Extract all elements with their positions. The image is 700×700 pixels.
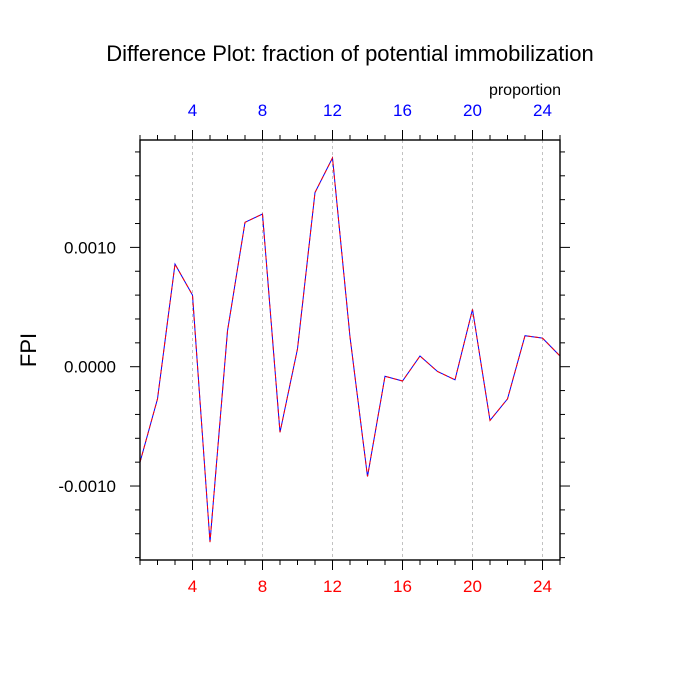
x-bottom-tick-label-8: 8 bbox=[258, 577, 267, 596]
x-top-tick-label-20: 20 bbox=[463, 101, 482, 120]
x-top-tick-label-24: 24 bbox=[533, 101, 552, 120]
y-tick-label-0.0010: 0.0010 bbox=[64, 238, 116, 257]
x-top-tick-label-12: 12 bbox=[323, 101, 342, 120]
tick-marks bbox=[130, 130, 570, 570]
y-axis-label: FPI bbox=[16, 333, 41, 367]
grid-lines bbox=[192, 140, 543, 560]
x-bottom-tick-label-24: 24 bbox=[533, 577, 552, 596]
series-line-0 bbox=[139, 156, 561, 543]
x-bottom-tick-label-20: 20 bbox=[463, 577, 482, 596]
tick-labels: 4 4 8 8 12 12 16 16 20 20 24 24 -0.0010 0.0000 0.0010 bbox=[58, 101, 552, 596]
series-line-dashed-0 bbox=[139, 156, 561, 543]
axes bbox=[139, 139, 561, 561]
chart-title: Difference Plot: fraction of potential i… bbox=[106, 41, 594, 66]
y-tick-label-0.0000: 0.0000 bbox=[64, 358, 116, 377]
x-top-tick-label-16: 16 bbox=[393, 101, 412, 120]
x-bottom-tick-label-4: 4 bbox=[188, 577, 197, 596]
x-top-tick-label-8: 8 bbox=[258, 101, 267, 120]
x-bottom-tick-label-12: 12 bbox=[323, 577, 342, 596]
x-top-tick-label-4: 4 bbox=[188, 101, 197, 120]
plot-frame bbox=[139, 139, 561, 561]
top-axis-label: proportion bbox=[489, 82, 561, 99]
series-layer bbox=[139, 156, 561, 543]
y-tick-label--0.0010: -0.0010 bbox=[58, 477, 116, 496]
x-bottom-tick-label-16: 16 bbox=[393, 577, 412, 596]
